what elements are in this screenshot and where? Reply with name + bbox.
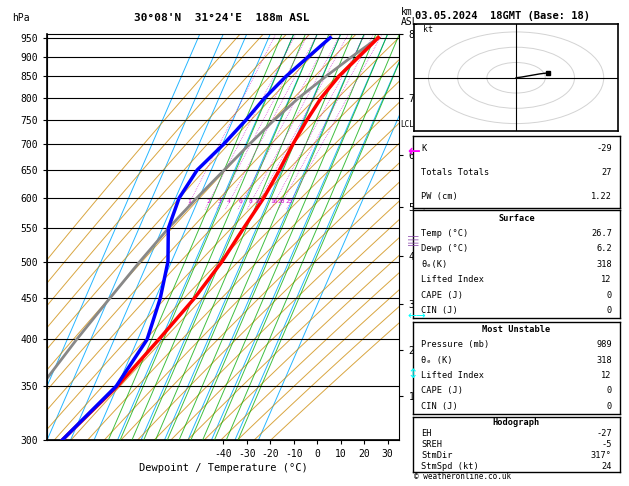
Text: ↕: ↕ [408, 368, 418, 381]
Text: 6.2: 6.2 [596, 244, 612, 254]
Text: 0: 0 [606, 291, 612, 300]
Text: CIN (J): CIN (J) [421, 306, 458, 315]
Text: θₑ (K): θₑ (K) [421, 356, 452, 364]
Text: ←: ← [408, 143, 420, 158]
Text: Dewp (°C): Dewp (°C) [421, 244, 468, 254]
Text: 318: 318 [596, 356, 612, 364]
Text: hPa: hPa [13, 14, 30, 23]
Text: Most Unstable: Most Unstable [482, 325, 550, 334]
Text: 3: 3 [218, 199, 221, 204]
Text: PW (cm): PW (cm) [421, 191, 458, 201]
Text: 12: 12 [601, 275, 612, 284]
Text: 2: 2 [206, 199, 210, 204]
Text: 26.7: 26.7 [591, 229, 612, 238]
Text: CIN (J): CIN (J) [421, 402, 458, 411]
Text: 1: 1 [187, 199, 191, 204]
Text: 4: 4 [226, 199, 230, 204]
Text: 27: 27 [601, 168, 612, 176]
Text: 16: 16 [270, 199, 277, 204]
Text: 989: 989 [596, 340, 612, 349]
Text: 8: 8 [248, 199, 252, 204]
Text: 12: 12 [601, 371, 612, 380]
Text: 317°: 317° [591, 451, 612, 460]
Text: 6: 6 [239, 199, 243, 204]
Text: Pressure (mb): Pressure (mb) [421, 340, 489, 349]
Text: 25: 25 [286, 199, 293, 204]
Text: 1.22: 1.22 [591, 191, 612, 201]
Text: Temp (°C): Temp (°C) [421, 229, 468, 238]
Text: LCL: LCL [400, 121, 414, 129]
Text: 0: 0 [606, 306, 612, 315]
Text: K: K [421, 143, 426, 153]
Text: Surface: Surface [498, 214, 535, 223]
X-axis label: Dewpoint / Temperature (°C): Dewpoint / Temperature (°C) [139, 463, 308, 473]
Text: 0: 0 [606, 402, 612, 411]
Text: SREH: SREH [421, 440, 442, 449]
Text: 20: 20 [278, 199, 286, 204]
Text: 318: 318 [596, 260, 612, 269]
Text: 10: 10 [254, 199, 261, 204]
Text: km: km [401, 7, 413, 17]
Text: -5: -5 [601, 440, 612, 449]
Text: Lifted Index: Lifted Index [421, 275, 484, 284]
Text: StmSpd (kt): StmSpd (kt) [421, 462, 479, 471]
Text: ASL: ASL [401, 17, 419, 27]
Text: 24: 24 [601, 462, 612, 471]
Text: Totals Totals: Totals Totals [421, 168, 489, 176]
Text: © weatheronline.co.uk: © weatheronline.co.uk [414, 472, 511, 481]
Y-axis label: Mixing Ratio (g/kg): Mixing Ratio (g/kg) [418, 190, 428, 284]
Text: 03.05.2024  18GMT (Base: 18): 03.05.2024 18GMT (Base: 18) [415, 11, 590, 21]
Text: 30°08'N  31°24'E  188m ASL: 30°08'N 31°24'E 188m ASL [133, 14, 309, 23]
Text: CAPE (J): CAPE (J) [421, 386, 463, 396]
Text: ←→: ←→ [408, 311, 426, 321]
Text: Lifted Index: Lifted Index [421, 371, 484, 380]
Text: 0: 0 [606, 386, 612, 396]
Text: -27: -27 [596, 429, 612, 438]
Text: EH: EH [421, 429, 431, 438]
Text: θₑ(K): θₑ(K) [421, 260, 447, 269]
Text: kt: kt [423, 25, 433, 34]
Text: StmDir: StmDir [421, 451, 452, 460]
Text: CAPE (J): CAPE (J) [421, 291, 463, 300]
Text: -29: -29 [596, 143, 612, 153]
Text: ||||: |||| [408, 232, 418, 244]
Text: Hodograph: Hodograph [493, 417, 540, 427]
